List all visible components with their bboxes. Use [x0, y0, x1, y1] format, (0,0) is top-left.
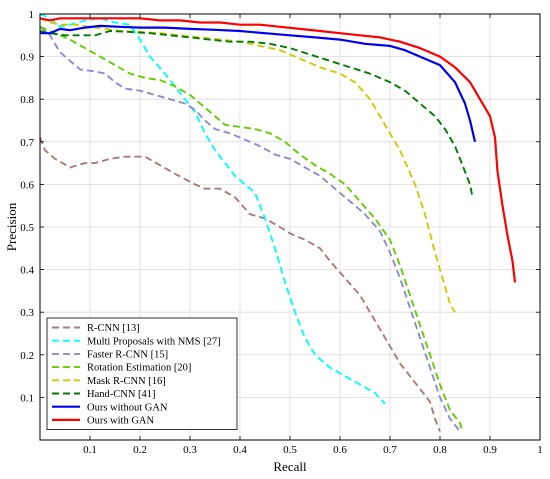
legend-entry: Multi Proposals with NMS [27] [87, 336, 221, 347]
legend: R-CNN [13] Multi Proposals with NMS [27] F… [46, 317, 238, 430]
series-lines [39, 13, 517, 433]
x-tick-label: 0.8 [433, 444, 447, 456]
legend-entry: Mask R-CNN [16] [87, 376, 166, 387]
legend-entry: Faster R-CNN [15] [87, 350, 168, 361]
series-line-2 [39, 13, 386, 405]
x-axis-label: Recall [273, 459, 307, 474]
series-line-5 [39, 17, 456, 313]
y-tick-label: 0.6 [20, 179, 34, 191]
x-tick-label: 0.7 [383, 444, 397, 456]
legend-entry: Rotation Estimation [20] [87, 363, 191, 374]
legend-entry: Ours with GAN [87, 416, 154, 427]
legend-entry: Ours without GAN [87, 402, 168, 413]
x-tick-label: 0.9 [483, 444, 497, 456]
series-line-3 [39, 26, 461, 433]
series-line-6 [39, 30, 474, 198]
y-tick-label: 1 [29, 9, 35, 21]
x-tick-label: 0.1 [83, 444, 97, 456]
y-tick-label: 0.7 [20, 137, 34, 149]
series-line-8 [39, 17, 517, 283]
x-tick-label: 1 [537, 444, 543, 456]
y-tick-label: 0.3 [20, 307, 34, 319]
y-tick-label: 0.2 [20, 350, 34, 362]
y-tick-label: 0.5 [20, 222, 34, 234]
y-tick-label: 0.9 [20, 52, 34, 64]
series-line-7 [40, 24, 477, 143]
x-tick-label: 0.3 [183, 444, 197, 456]
x-tick-label: 0.6 [333, 444, 347, 456]
y-tick-label: 0.8 [20, 94, 34, 106]
legend-box [46, 317, 238, 430]
legend-entry: R-CNN [13] [87, 323, 140, 334]
y-axis-label: Precision [4, 202, 19, 251]
legend-entry: Hand-CNN [41] [87, 389, 156, 400]
x-tick-label: 0.5 [283, 444, 297, 456]
x-tick-label: 0.2 [133, 444, 147, 456]
y-tick-label: 0.1 [20, 392, 34, 404]
x-tick-label: 0.4 [233, 444, 247, 456]
axis-ticks: 0.1 0.2 0.3 0.4 0.5 0.6 0.7 0.8 0.9 1 0.1 0.2 0.3 0.4… [20, 9, 543, 456]
y-tick-label: 0.4 [20, 265, 34, 277]
